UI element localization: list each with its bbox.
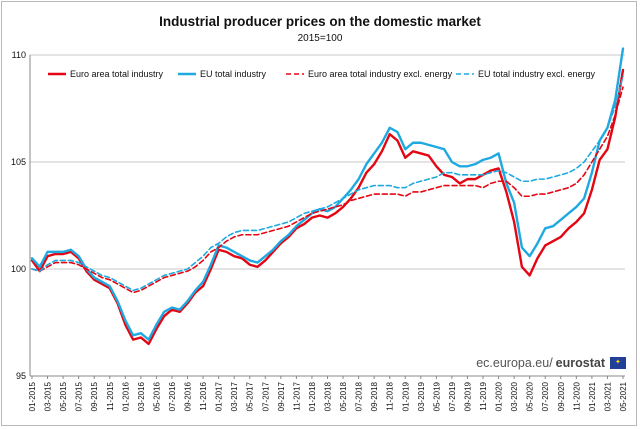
x-tick-label: 01-2020 [495, 381, 504, 411]
x-tick-label: 03-2018 [324, 381, 333, 411]
x-tick-label: 05-2016 [152, 381, 161, 411]
series-lines [30, 47, 625, 346]
source-attribution: ec.europa.eu/eurostat [476, 356, 626, 370]
x-tick-label: 03-2021 [603, 381, 612, 411]
x-tick-label: 07-2015 [75, 381, 84, 411]
y-tick-label: 95 [16, 371, 26, 381]
chart-subtitle: 2015=100 [297, 33, 343, 44]
x-tick-label: 11-2017 [292, 381, 301, 410]
y-tick-label: 100 [11, 264, 26, 274]
x-tick-label: 01-2018 [308, 381, 317, 411]
x-tick-label: 01-2021 [588, 381, 597, 411]
x-tick-label: 09-2018 [370, 381, 379, 411]
x-tick-label: 11-2020 [572, 381, 581, 410]
x-tick-label: 11-2015 [106, 381, 115, 410]
x-tick-label: 03-2016 [137, 381, 146, 411]
y-tick-label: 105 [11, 157, 26, 167]
x-tick-label: 07-2019 [448, 381, 457, 411]
x-tick-label: 05-2019 [432, 381, 441, 411]
x-tick-label: 01-2016 [121, 381, 130, 411]
series-line-4 [31, 75, 624, 292]
legend-label-1: Euro area total industry [70, 69, 164, 79]
x-tick-label: 01-2015 [28, 381, 37, 411]
series-line-1 [30, 68, 625, 346]
x-tick-label: 11-2018 [386, 381, 395, 410]
x-tick-label: 05-2021 [619, 381, 628, 411]
axes: 95 100 105 110 01-2015 03-2015 05-2015 07-2015 0… [11, 50, 628, 411]
x-tick-label: 11-2019 [479, 381, 488, 410]
legend-label-2: EU total industry [200, 69, 267, 79]
series-line-3 [31, 86, 624, 294]
x-tick-label: 09-2016 [184, 381, 193, 411]
x-tick-label: 03-2020 [510, 381, 519, 411]
x-tick-label: 09-2019 [463, 381, 472, 411]
x-tick-label: 11-2016 [199, 381, 208, 410]
x-tick-label: 07-2016 [168, 381, 177, 411]
gridlines [30, 54, 625, 377]
x-tick-label: 09-2020 [557, 381, 566, 411]
x-tick-label: 05-2017 [246, 381, 255, 411]
legend: Euro area total industry EU total industr… [48, 69, 596, 79]
x-tick-label: 07-2020 [541, 381, 550, 411]
x-tick-label: 09-2015 [90, 381, 99, 411]
x-tick-label: 05-2015 [59, 381, 68, 411]
x-tick-label: 09-2017 [277, 381, 286, 411]
eu-flag-icon [610, 357, 626, 369]
chart-title: Industrial producer prices on the domest… [159, 14, 481, 29]
source-brand: eurostat [555, 356, 605, 370]
legend-label-3: Euro area total industry excl. energy [308, 69, 453, 79]
x-tick-label: 03-2019 [417, 381, 426, 411]
x-tick-label: 07-2018 [355, 381, 364, 411]
x-tick-label: 05-2018 [339, 381, 348, 411]
x-tick-label: 03-2015 [44, 381, 53, 411]
series-line-2 [30, 47, 625, 341]
y-tick-label: 110 [12, 50, 26, 60]
x-tick-label: 01-2017 [215, 381, 224, 411]
source-prefix: ec.europa.eu/ [476, 356, 553, 370]
legend-label-4: EU total industry excl. energy [478, 69, 596, 79]
x-tick-label: 01-2019 [401, 381, 410, 411]
x-tick-label: 05-2020 [526, 381, 535, 411]
x-tick-label: 07-2017 [261, 381, 270, 411]
x-tick-label: 03-2017 [230, 381, 239, 411]
